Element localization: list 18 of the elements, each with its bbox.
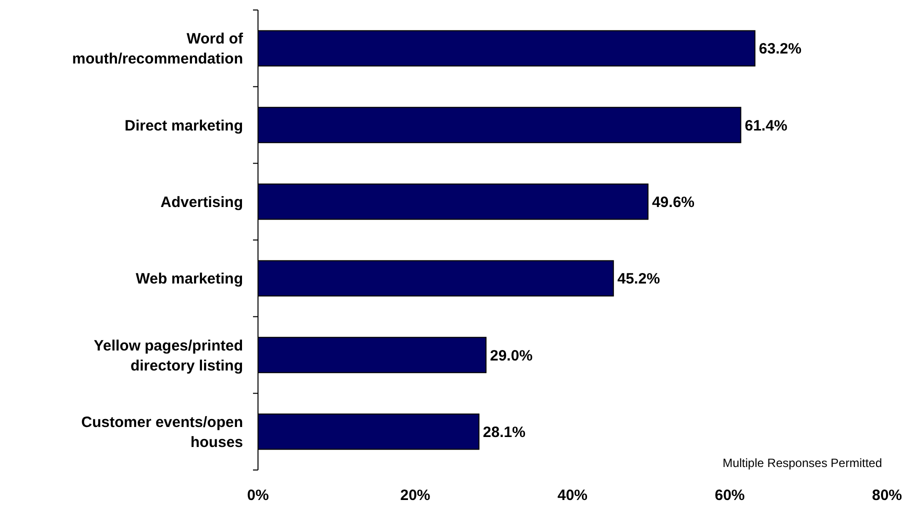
data-label: 49.6% [652,194,695,211]
data-label: 28.1% [482,424,526,441]
x-tick-label: 20% [400,487,430,504]
data-label: 61.4% [744,117,788,134]
y-tick-label: Direct marketing [124,117,243,134]
data-label: 45.2% [617,270,660,288]
data-label: 29.0% [490,347,533,364]
x-tick-label: 0% [247,487,269,504]
data-label: 63.2% [758,40,802,58]
y-tick-label: Yellow pages/printed directory listing [94,337,243,374]
y-tick-label: Web marketing [136,270,243,288]
x-tick-label: 40% [557,487,588,504]
x-tick-label: 60% [714,487,745,504]
y-tick-label: Advertising [160,194,243,211]
y-tick-label: Customer events/open houses [81,414,243,451]
annotation: Multiple Responses Permitted [722,456,882,470]
y-tick-label: Word of mouth/recommendation [72,30,244,68]
x-tick-label: 80% [872,487,902,504]
